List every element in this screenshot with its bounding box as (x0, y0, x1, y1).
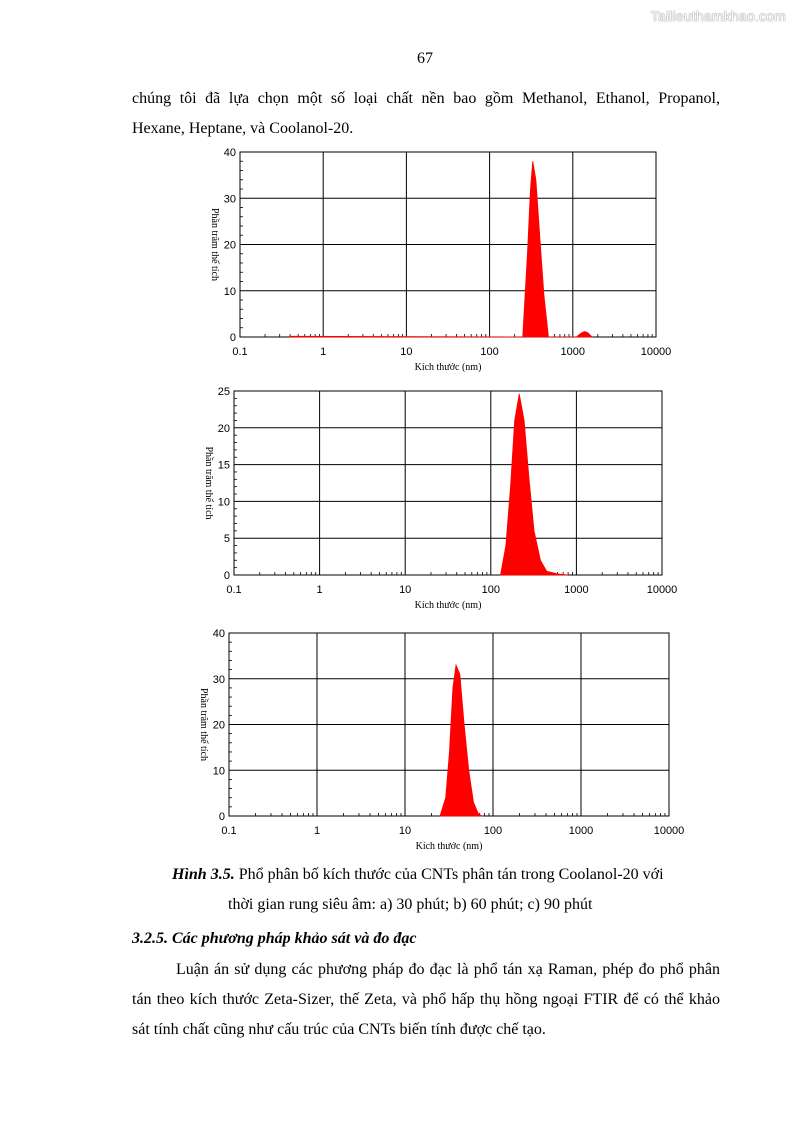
caption-text-line-2: thời gian rung siêu âm: a) 30 phút; b) 6… (228, 896, 593, 913)
y-tick-label: 10 (218, 496, 230, 508)
x-tick-label: 100 (484, 825, 502, 837)
x-tick-label: 0.1 (226, 584, 241, 596)
x-tick-label: 1 (317, 584, 323, 596)
y-tick-label: 0 (230, 332, 236, 344)
y-tick-label: 5 (224, 533, 230, 545)
y-tick-label: 40 (224, 147, 236, 159)
intro-line-1: chúng tôi đã lựa chọn một số loại chất n… (132, 90, 720, 107)
plot-frame (233, 390, 663, 576)
y-tick-label: 30 (224, 193, 236, 205)
y-tick-label: 0 (219, 811, 225, 823)
x-tick-label: 10000 (641, 346, 672, 358)
y-tick-label: 20 (224, 240, 236, 252)
y-tick-label: 20 (213, 720, 225, 732)
x-tick-label: 1000 (569, 825, 593, 837)
y-tick-label: 10 (224, 286, 236, 298)
y-tick-label: 25 (218, 386, 230, 398)
x-tick-label: 0.1 (232, 346, 247, 358)
y-tick-label: 40 (213, 628, 225, 640)
x-tick-label: 1000 (561, 346, 585, 358)
chart-a-svg: 0.1 1 10 100 1000 10000 0 10 20 30 40 Kích thước (n… (209, 147, 672, 372)
x-tick-label: 100 (480, 346, 498, 358)
distribution-area (439, 663, 484, 817)
intro-paragraph: chúng tôi đã lựa chọn một số loại chất n… (132, 84, 720, 144)
section-heading: 3.2.5. Các phương pháp khảo sát và đo đạ… (132, 930, 417, 947)
distribution-area (289, 161, 593, 338)
x-tick-label: 1000 (564, 584, 588, 596)
body-paragraph: Luận án sử dụng các phương pháp đo đạc l… (132, 961, 720, 1038)
distribution-area (500, 393, 569, 576)
x-tick-label: 0.1 (221, 825, 236, 837)
x-tick-label: 1 (314, 825, 320, 837)
x-axis-label: Kích thước (nm) (415, 600, 482, 611)
figure-caption: Hình 3.5. Phổ phân bố kích thước của CNT… (172, 860, 732, 920)
y-tick-label: 15 (218, 460, 230, 472)
y-axis-label: Phần trăm thể tích (209, 208, 220, 281)
x-tick-label: 10 (399, 584, 411, 596)
y-tick-label: 20 (218, 423, 230, 435)
chart-c: 0.1 1 10 100 1000 10000 0 10 20 30 40 Kích thước (n… (0, 620, 720, 852)
y-axis-label: Phần trăm thể tích (203, 446, 214, 519)
y-tick-label: 10 (213, 765, 225, 777)
x-tick-label: 10000 (654, 825, 685, 837)
y-tick-label: 30 (213, 674, 225, 686)
chart-a: 0.1 1 10 100 1000 10000 0 10 20 30 40 Kích thước (n… (0, 140, 720, 372)
watermark: Tailieuthamkhao.com (650, 8, 786, 24)
page-number: 67 (417, 50, 433, 67)
caption-text-line-1: Phổ phân bố kích thước của CNTs phân tán… (234, 866, 664, 883)
x-tick-label: 10000 (647, 584, 678, 596)
intro-line-2: Hexane, Heptane, và Coolanol-20. (132, 120, 354, 137)
chart-c-svg: 0.1 1 10 100 1000 10000 0 10 20 30 40 Kích thước (n… (198, 628, 685, 852)
x-tick-label: 1 (320, 346, 326, 358)
x-axis-label: Kích thước (nm) (415, 362, 482, 372)
y-tick-label: 0 (224, 570, 230, 582)
caption-label: Hình 3.5. (172, 866, 235, 883)
x-tick-label: 10 (400, 346, 412, 358)
y-axis-label: Phần trăm thể tích (198, 688, 209, 761)
chart-b: 0.1 1 10 100 1000 10000 0 5 10 15 20 25 Kích thước (… (0, 380, 720, 612)
x-tick-label: 100 (482, 584, 500, 596)
chart-b-svg: 0.1 1 10 100 1000 10000 0 5 10 15 20 25 Kích thước (… (203, 386, 678, 611)
x-tick-label: 10 (399, 825, 411, 837)
x-axis-label: Kích thước (nm) (416, 841, 483, 852)
